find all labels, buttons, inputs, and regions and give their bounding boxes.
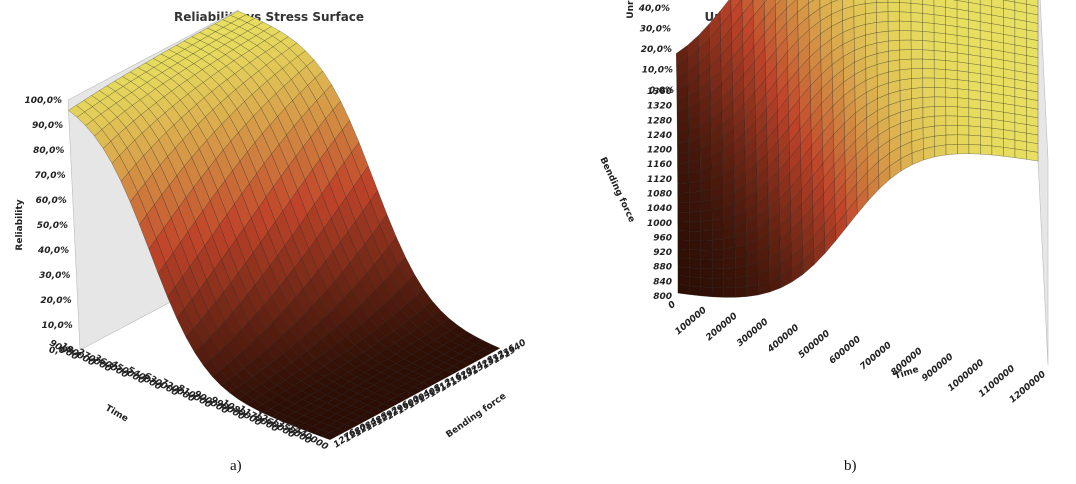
reliability-surface-plot: 0,0% 10,0% 20,0% 30,0% 40,0% 50,0% 60,0% 70,0% 8…: [15, 9, 528, 453]
z-tick-label: 0,0%: [49, 346, 74, 356]
x-tick-label: 200000: [704, 311, 739, 343]
z-tick-label: 30,0%: [39, 271, 70, 281]
y-tick-label: 1160: [647, 160, 672, 170]
z-tick-label: 90,0%: [32, 121, 63, 131]
x-tick-label: 400000: [765, 323, 801, 355]
x-tick-label: 600000: [828, 335, 863, 367]
x-tick-label: 500000: [797, 329, 832, 361]
x-tick-label: 100000: [674, 305, 709, 337]
surface-mesh: [676, 0, 1049, 366]
back-wall: [1037, 0, 1049, 366]
y-tick-label: 960: [653, 233, 672, 243]
z-tick-label: 0,0%: [649, 86, 674, 96]
figure-caption: a): [230, 458, 242, 474]
z-axis-label: Reliability: [15, 199, 25, 250]
z-tick-label: 20,0%: [641, 45, 672, 55]
x-tick-label: 700000: [859, 340, 894, 372]
z-tick-label: 70,0%: [34, 171, 65, 181]
y-tick-label: 1120: [647, 175, 672, 185]
z-tick-label: 30,0%: [640, 25, 671, 35]
z-tick-label: 10,0%: [42, 321, 73, 331]
y-tick-label: 880: [653, 263, 672, 273]
chart-panel-unreliability: Unreliability vs Stress Surface 0,0%10,0…: [538, 0, 1076, 484]
y-tick-label: 800: [653, 292, 672, 302]
chart-panel-reliability: Reliability vs Stress Surface 0,0% 10,0% 2…: [15, 9, 528, 474]
z-axis-label: Unreliability: [626, 0, 636, 19]
z-tick-label: 40,0%: [37, 246, 69, 256]
z-tick-label: 40,0%: [638, 4, 670, 14]
x-axis-label: Time: [103, 403, 129, 424]
z-tick-label: 80,0%: [33, 146, 64, 156]
y-axis-label: Bending force: [444, 391, 508, 440]
x-tick-label: 0: [667, 300, 678, 312]
z-tick-label: 10,0%: [642, 66, 673, 76]
y-tick-label: 1000: [647, 219, 672, 229]
x-tick-label: 300000: [735, 317, 770, 349]
z-tick-label: 60,0%: [36, 196, 67, 206]
y-tick-label: 840: [653, 277, 672, 287]
unreliability-surface-plot: 0,0%10,0%20,0%30,0%40,0%50,0%60,0%70,0%8…: [597, 0, 1049, 406]
z-tick-label: 50,0%: [37, 221, 68, 231]
surface-mesh: [67, 9, 501, 440]
y-tick-label: 1360: [647, 87, 672, 97]
x-tick-label: 1200000: [1008, 370, 1048, 406]
y-tick-label: 1240: [647, 131, 672, 141]
y-tick-label: 1080: [647, 190, 672, 200]
y-tick-label: 920: [653, 248, 672, 258]
y-tick-label: 1320: [647, 102, 672, 112]
z-tick-label: 100,0%: [25, 96, 63, 106]
y-axis-label: Bending force: [597, 156, 636, 224]
figure-caption: b): [844, 458, 857, 474]
y-tick-label: 1340: [502, 338, 528, 361]
x-tick-label: 900000: [920, 352, 955, 384]
y-tick-label: 1280: [647, 116, 672, 126]
z-tick-label: 20,0%: [40, 296, 71, 306]
y-tick-label: 1040: [647, 204, 672, 214]
y-tick-label: 1200: [647, 146, 672, 156]
